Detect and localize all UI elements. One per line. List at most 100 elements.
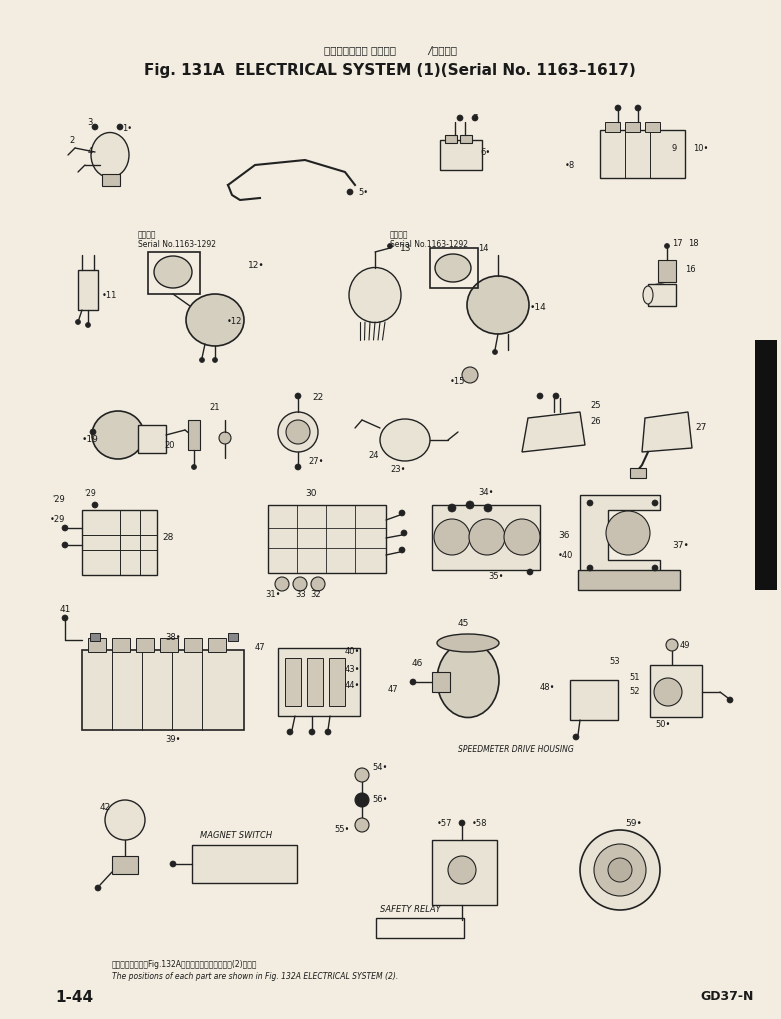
Text: •14: •14 — [530, 304, 547, 313]
Text: 34•: 34• — [478, 488, 494, 497]
Text: 9: 9 — [672, 144, 677, 153]
Text: 3: 3 — [87, 118, 93, 127]
Circle shape — [493, 350, 497, 355]
Ellipse shape — [435, 254, 471, 282]
Circle shape — [615, 105, 621, 111]
Text: 17: 17 — [672, 239, 683, 248]
Text: 53: 53 — [609, 657, 620, 666]
Text: 41: 41 — [59, 605, 71, 614]
Text: 56•: 56• — [372, 796, 387, 804]
Bar — [188, 420, 200, 450]
Circle shape — [293, 577, 307, 591]
Bar — [329, 658, 345, 706]
Circle shape — [434, 519, 470, 555]
Text: 31•: 31• — [265, 590, 280, 599]
Circle shape — [355, 768, 369, 782]
Circle shape — [573, 734, 579, 740]
Circle shape — [90, 429, 96, 435]
Text: •29: •29 — [50, 516, 65, 525]
Circle shape — [355, 793, 369, 807]
Circle shape — [76, 320, 80, 324]
Bar — [460, 135, 472, 143]
Bar — [148, 252, 200, 294]
Text: 21: 21 — [210, 403, 220, 412]
Text: 30: 30 — [305, 489, 316, 498]
Ellipse shape — [154, 256, 192, 288]
Text: この部品の位置はFig.132Aエレクトリカルシステム(2)を参照: この部品の位置はFig.132Aエレクトリカルシステム(2)を参照 — [112, 960, 258, 969]
Text: 43•: 43• — [345, 665, 361, 675]
Text: 25: 25 — [590, 400, 601, 410]
Circle shape — [325, 729, 331, 735]
Text: 49: 49 — [680, 641, 690, 649]
Bar — [88, 638, 106, 652]
Text: 48•: 48• — [540, 684, 555, 693]
Bar — [112, 856, 138, 874]
Text: 24: 24 — [368, 450, 379, 460]
Text: 33: 33 — [295, 590, 305, 599]
Text: '29: '29 — [84, 489, 96, 498]
Circle shape — [295, 393, 301, 399]
Text: 42: 42 — [100, 803, 111, 812]
Polygon shape — [580, 495, 660, 575]
Ellipse shape — [380, 419, 430, 461]
Circle shape — [448, 856, 476, 884]
Bar — [648, 284, 676, 306]
Text: 20: 20 — [165, 440, 175, 449]
Text: 47: 47 — [387, 686, 398, 695]
Text: 23•: 23• — [390, 465, 405, 474]
Circle shape — [387, 244, 393, 249]
Text: 14: 14 — [478, 244, 488, 253]
Text: 適用号機: 適用号機 — [138, 230, 156, 239]
Circle shape — [62, 525, 68, 531]
Circle shape — [466, 501, 474, 510]
Circle shape — [606, 511, 650, 555]
Circle shape — [62, 542, 68, 548]
Text: 13: 13 — [400, 244, 412, 253]
Circle shape — [457, 115, 463, 121]
Text: •11: •11 — [102, 290, 117, 300]
Ellipse shape — [437, 643, 499, 717]
Circle shape — [399, 547, 405, 553]
Ellipse shape — [92, 411, 144, 459]
Ellipse shape — [349, 268, 401, 322]
Text: MAGNET SWITCH: MAGNET SWITCH — [200, 832, 272, 841]
Text: 35•: 35• — [488, 572, 504, 581]
Circle shape — [459, 820, 465, 826]
Text: 7: 7 — [472, 113, 477, 122]
Bar — [136, 638, 154, 652]
Text: 38•: 38• — [165, 633, 180, 642]
Circle shape — [117, 124, 123, 130]
Text: 36: 36 — [558, 531, 569, 539]
Text: •58: •58 — [472, 819, 487, 828]
Circle shape — [295, 464, 301, 470]
Text: •57: •57 — [437, 819, 452, 828]
Circle shape — [399, 510, 405, 516]
Ellipse shape — [646, 284, 674, 306]
Bar — [755, 340, 777, 590]
Text: 27•: 27• — [308, 458, 323, 467]
Text: SAFETY RELAY: SAFETY RELAY — [380, 906, 440, 914]
Text: 52: 52 — [629, 688, 640, 697]
Text: SPEEDMETER DRIVE HOUSING: SPEEDMETER DRIVE HOUSING — [458, 745, 574, 754]
Text: 18: 18 — [688, 239, 699, 248]
Text: 12•: 12• — [248, 261, 265, 269]
Circle shape — [275, 577, 289, 591]
Circle shape — [537, 393, 543, 399]
Circle shape — [92, 124, 98, 130]
Circle shape — [287, 729, 293, 735]
Ellipse shape — [91, 132, 129, 177]
Bar — [138, 425, 166, 453]
Circle shape — [472, 115, 478, 121]
Bar — [625, 122, 640, 132]
Circle shape — [553, 393, 559, 399]
Bar — [600, 130, 685, 178]
Bar — [605, 122, 620, 132]
Circle shape — [286, 420, 310, 444]
Ellipse shape — [643, 286, 653, 304]
Bar — [160, 638, 178, 652]
Circle shape — [587, 500, 593, 506]
Circle shape — [309, 729, 315, 735]
Bar — [445, 135, 457, 143]
Circle shape — [105, 800, 145, 840]
Circle shape — [347, 189, 353, 195]
